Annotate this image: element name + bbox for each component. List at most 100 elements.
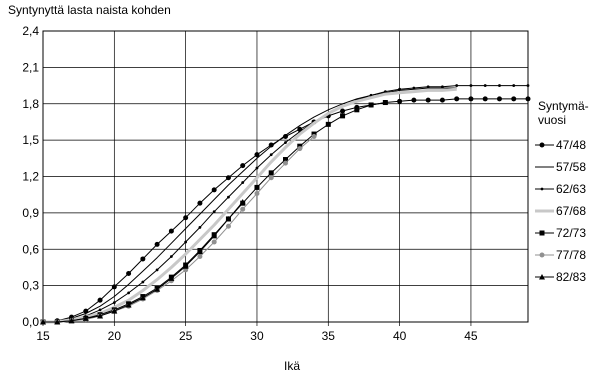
- legend-label: 57/58: [556, 160, 586, 174]
- y-tick-label: 2,1: [22, 60, 39, 74]
- data-point: [168, 275, 175, 281]
- legend-label: 47/48: [556, 138, 586, 152]
- data-point: [368, 102, 374, 108]
- data-point: [284, 141, 287, 144]
- legend-item: 47/48: [535, 138, 586, 152]
- series-group: [40, 84, 531, 325]
- legend-title: Syntymä-: [538, 99, 589, 113]
- data-point: [325, 121, 331, 127]
- data-point: [240, 206, 246, 212]
- y-tick-label: 0,3: [22, 279, 39, 293]
- data-point: [111, 284, 117, 290]
- legend: Syntymä-vuosi 47/48 57/58 62/63 67/68 72/73 77…: [535, 99, 589, 284]
- data-point: [140, 256, 146, 262]
- legend-item: 57/58: [535, 160, 586, 174]
- data-point: [340, 108, 346, 114]
- data-point: [369, 93, 373, 97]
- data-point: [54, 319, 61, 325]
- data-point: [154, 241, 160, 247]
- x-tick-label: 30: [250, 329, 264, 343]
- data-point: [97, 297, 103, 303]
- series-62-63: [41, 84, 530, 324]
- series-line: [42, 87, 457, 323]
- x-tick-label: 20: [108, 329, 122, 343]
- data-point: [425, 97, 431, 103]
- legend-title: vuosi: [538, 113, 566, 127]
- data-point: [239, 198, 246, 205]
- data-point: [526, 84, 530, 87]
- data-point: [382, 100, 388, 106]
- data-point: [412, 86, 416, 90]
- legend-item: 72/73: [535, 226, 586, 240]
- data-point: [169, 255, 173, 258]
- data-point: [426, 85, 430, 89]
- data-point: [268, 170, 274, 176]
- y-tick-label: 2,4: [22, 24, 39, 38]
- legend-marker: [539, 274, 545, 280]
- data-point: [241, 181, 245, 184]
- data-point: [254, 190, 260, 196]
- y-tick-label: 1,8: [22, 97, 39, 111]
- y-tick-label: 1,2: [22, 170, 39, 184]
- legend-item: 62/63: [535, 182, 586, 196]
- legend-item: 67/68: [535, 204, 586, 218]
- data-point: [198, 226, 202, 229]
- data-point: [311, 133, 317, 139]
- data-point: [154, 286, 161, 292]
- data-point: [498, 84, 501, 87]
- data-point: [383, 90, 387, 94]
- chart-title: Syntynyttä lasta naista kohden: [8, 3, 171, 17]
- data-point: [268, 175, 274, 181]
- y-tick-label: 0,0: [22, 315, 39, 329]
- data-point: [354, 107, 360, 113]
- x-axis: 15 20 25 30 35 40 45: [36, 322, 478, 343]
- data-point: [441, 85, 444, 89]
- x-tick-label: 35: [322, 329, 336, 343]
- data-point: [184, 240, 188, 244]
- data-point: [269, 153, 273, 157]
- data-point: [211, 239, 217, 245]
- data-point: [196, 248, 203, 255]
- legend-item: 82/83: [535, 270, 586, 284]
- legend-marker: [539, 142, 545, 148]
- data-point: [468, 96, 474, 102]
- data-point: [182, 263, 189, 269]
- data-point: [82, 315, 89, 321]
- data-point: [439, 97, 445, 103]
- data-point: [98, 308, 102, 312]
- series-67-68: [43, 87, 457, 324]
- data-point: [268, 142, 274, 148]
- data-point: [297, 146, 303, 152]
- data-point: [469, 84, 473, 87]
- data-point: [455, 84, 459, 87]
- legend-label: 72/73: [556, 226, 586, 240]
- data-point: [254, 184, 260, 190]
- data-point: [141, 280, 145, 284]
- series-57-58: [42, 87, 457, 323]
- legend-marker: [539, 252, 545, 258]
- data-point: [40, 319, 46, 325]
- plot-frame: [42, 30, 529, 323]
- series-line: [43, 87, 457, 324]
- data-point: [398, 87, 402, 91]
- data-point: [496, 96, 502, 102]
- data-point: [183, 215, 189, 221]
- data-point: [197, 254, 203, 260]
- legend-label: 67/68: [556, 204, 586, 218]
- legend-marker: [540, 187, 544, 191]
- data-point: [97, 312, 104, 319]
- data-point: [227, 195, 230, 199]
- data-point: [168, 228, 174, 234]
- legend-marker: [539, 230, 545, 236]
- legend-item: 77/78: [535, 248, 586, 262]
- series-77-78: [40, 133, 317, 325]
- data-point: [240, 163, 246, 169]
- y-tick-label: 0,6: [22, 242, 39, 256]
- x-axis-label: Ikä: [284, 359, 300, 373]
- legend-label: 82/83: [556, 270, 586, 284]
- data-point: [512, 84, 516, 87]
- data-point: [482, 96, 488, 102]
- series-line: [43, 136, 315, 323]
- y-axis: 0,0 0,3 0,6 0,9 1,2 1,5 1,8 2,1 2,4: [22, 24, 39, 329]
